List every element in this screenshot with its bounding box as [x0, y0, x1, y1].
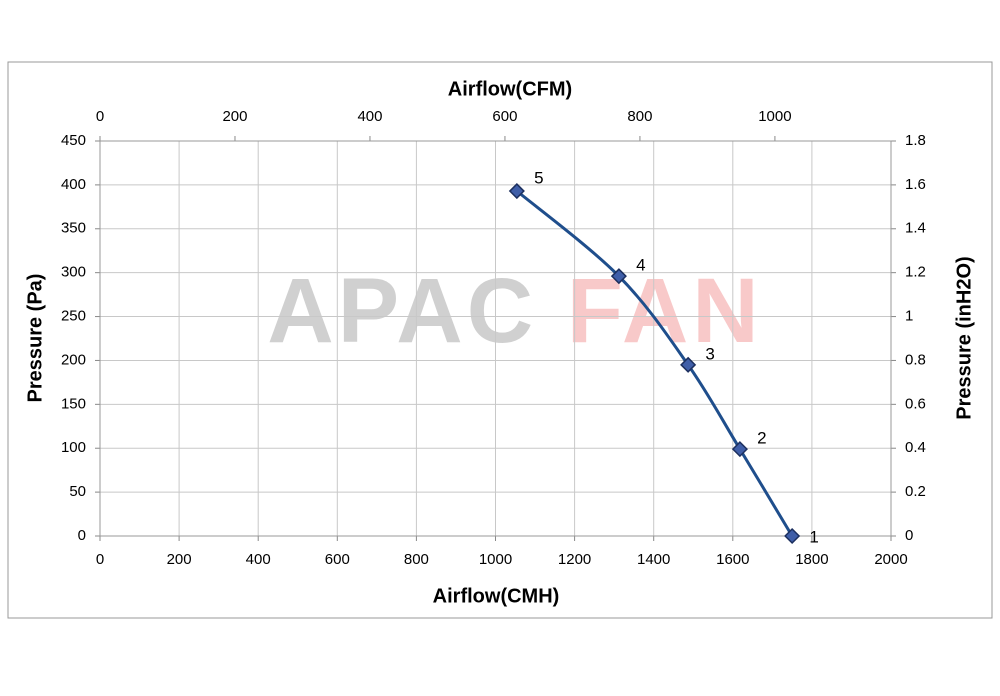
x-tick-label: 800 [404, 551, 429, 568]
x-tick-label: 1600 [716, 551, 749, 568]
x-tick-label: 200 [167, 551, 192, 568]
y2-tick-label: 0.2 [905, 483, 926, 500]
x-tick-label: 0 [96, 551, 104, 568]
y-tick-label: 0 [78, 527, 86, 544]
x2-tick-label: 200 [222, 108, 247, 125]
y-tick-label: 300 [61, 264, 86, 281]
x2-tick-label: 400 [357, 108, 382, 125]
y-tick-label: 250 [61, 308, 86, 325]
y-tick-label: 200 [61, 351, 86, 368]
x2-tick-label: 800 [627, 108, 652, 125]
y2-tick-label: 1.4 [905, 220, 926, 237]
point-marker [610, 268, 627, 285]
y2-tick-label: 1.8 [905, 132, 926, 149]
x2-tick-label: 600 [492, 108, 517, 125]
y2-tick-label: 0.8 [905, 351, 926, 368]
point-label: 1 [809, 527, 818, 546]
point-label: 3 [705, 344, 714, 363]
frame [7, 61, 993, 619]
x-tick-label: 600 [325, 551, 350, 568]
y-tick-label: 400 [61, 176, 86, 193]
point-marker [680, 356, 697, 373]
x-tick-label: 1200 [558, 551, 591, 568]
y-tick-label: 150 [61, 395, 86, 412]
x-tick-label: 1000 [479, 551, 512, 568]
x-tick-label: 1800 [795, 551, 828, 568]
x-tick-label: 1400 [637, 551, 670, 568]
point-label: 4 [636, 256, 645, 275]
point-marker [784, 527, 801, 545]
y2-tick-label: 0.4 [905, 439, 926, 456]
y2-axis-label: Pressure (inH2O) [953, 256, 975, 419]
y2-tick-label: 1 [905, 308, 913, 325]
x2-axis-label: Airflow(CFM) [448, 78, 572, 100]
y-tick-label: 100 [61, 439, 86, 456]
point-label: 5 [534, 169, 543, 188]
plot-border [99, 140, 892, 537]
y-axis-label: Pressure (Pa) [24, 274, 46, 403]
point-marker [731, 441, 748, 458]
x-tick-label: 400 [246, 551, 271, 568]
x2-tick-label: 1000 [758, 108, 791, 125]
watermark: APAC FAN [267, 260, 762, 362]
y2-tick-label: 0.6 [905, 395, 926, 412]
x-tick-label: 2000 [874, 551, 907, 568]
point-label: 2 [757, 429, 766, 448]
x-axis-label: Airflow(CMH) [433, 585, 560, 607]
series-line [515, 189, 794, 537]
x2-tick-label: 0 [96, 108, 104, 125]
y-tick-label: 50 [69, 483, 86, 500]
y2-tick-label: 1.2 [905, 264, 926, 281]
y-tick-label: 450 [61, 132, 86, 149]
y2-tick-label: 0 [905, 527, 913, 544]
y2-tick-label: 1.6 [905, 176, 926, 193]
y-tick-label: 350 [61, 220, 86, 237]
point-marker [508, 182, 525, 200]
